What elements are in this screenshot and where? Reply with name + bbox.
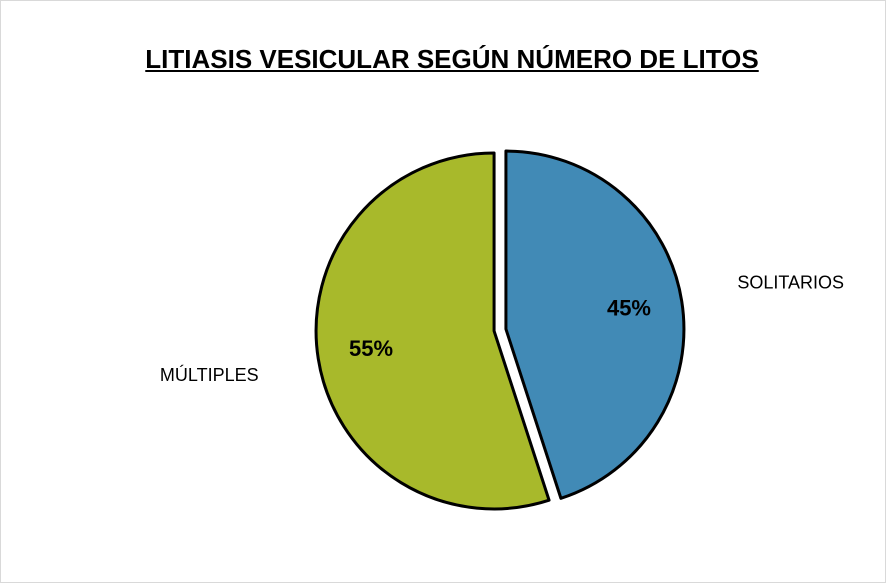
pie-slice [314, 151, 551, 511]
value-label: 55% [349, 336, 393, 361]
chart-title: LITIASIS VESICULAR SEGÚN NÚMERO DE LITOS [145, 44, 759, 74]
value-label: 45% [607, 295, 651, 320]
category-label: SOLITARIOS [737, 273, 844, 293]
category-label: MÚLTIPLES [160, 364, 259, 385]
pie-slice [504, 149, 686, 500]
